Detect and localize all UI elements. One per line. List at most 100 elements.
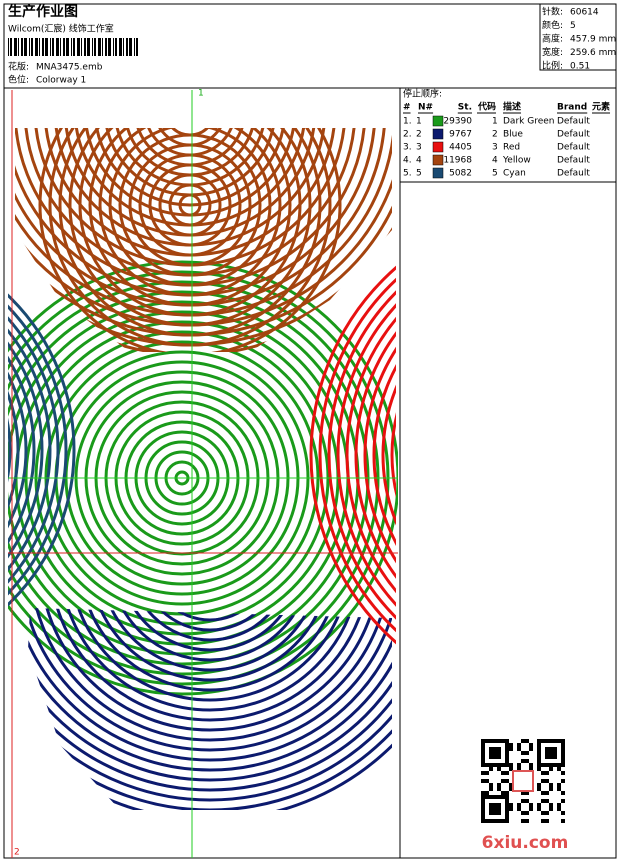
qr-module: [545, 751, 549, 755]
info-value: 259.6 mm: [570, 48, 616, 58]
stitch-arc: [8, 328, 52, 572]
stitch-arc: [318, 277, 396, 633]
qr-module: [549, 751, 553, 755]
qr-module: [545, 771, 549, 775]
stitch-arc: [28, 608, 392, 792]
qr-module: [517, 763, 521, 767]
qr-module: [489, 739, 493, 743]
qr-module: [525, 819, 529, 823]
qr-module: [501, 771, 505, 775]
qr-module: [521, 811, 525, 815]
stitch-arc: [8, 371, 28, 529]
qr-module: [521, 759, 525, 763]
row-index: 1.: [403, 117, 412, 127]
stitch-arc: [158, 173, 222, 237]
info-label: 颜色:: [542, 19, 563, 31]
stitch-arc: [28, 608, 392, 752]
thread-group: [38, 128, 342, 352]
stitch-arc: [133, 128, 247, 167]
qr-module: [561, 759, 565, 763]
stitch-arc: [108, 128, 272, 287]
qr-module: [545, 779, 549, 783]
barcode: [8, 38, 138, 56]
qr-module: [485, 795, 489, 799]
qr-module: [529, 743, 533, 747]
qr-module: [481, 815, 485, 819]
qr-module: [561, 747, 565, 751]
stitch-arc: [309, 265, 396, 645]
stitch-arc: [28, 608, 392, 762]
qr-module: [557, 763, 561, 767]
qr-module: [505, 755, 509, 759]
qr-module: [557, 803, 561, 807]
qr-module: [561, 739, 565, 743]
row-brand: Default: [557, 169, 590, 179]
qr-module: [485, 771, 489, 775]
qr-module: [489, 807, 493, 811]
column-header: 元素: [592, 101, 610, 113]
stitch-count: 29390: [443, 117, 472, 127]
bar-stripe: [35, 38, 38, 56]
qr-module: [525, 759, 529, 763]
qr-module: [541, 779, 545, 783]
qr-module: [485, 819, 489, 823]
bar-stripe: [63, 38, 65, 56]
stitch-arc: [163, 128, 217, 137]
qr-module: [509, 767, 513, 771]
qr-module: [505, 739, 509, 743]
qr-module: [541, 771, 545, 775]
qr-module: [493, 807, 497, 811]
qr-module: [489, 783, 493, 787]
stitch-arc: [98, 128, 282, 297]
qr-module: [561, 763, 565, 767]
row-description: Yellow: [502, 156, 531, 166]
thread-group: [309, 265, 620, 645]
column-header: Brand: [557, 103, 587, 113]
row-n: 3: [416, 143, 422, 153]
qr-module: [485, 779, 489, 783]
row-code: 4: [492, 156, 498, 166]
stitch-arc: [63, 128, 317, 237]
bar-stripe: [8, 38, 9, 56]
qr-module: [517, 767, 521, 771]
qr-module: [525, 739, 529, 743]
qr-module: [501, 779, 505, 783]
column-header: 描述: [503, 101, 521, 113]
row-index: 4.: [403, 156, 412, 166]
qr-module: [549, 787, 553, 791]
qr-module: [505, 803, 509, 807]
table-title: 停止顺序:: [403, 88, 442, 100]
qr-module: [549, 747, 553, 751]
row-description: Cyan: [503, 169, 526, 179]
color-swatch: [432, 115, 444, 127]
qr-module: [549, 739, 553, 743]
watermark: 6xiu.com: [482, 833, 569, 853]
bar-stripe: [81, 38, 82, 56]
qr-module: [493, 739, 497, 743]
stitch-arc: [53, 128, 327, 247]
row-n: 5: [416, 169, 422, 179]
qr-module: [481, 739, 485, 743]
qr-module: [521, 791, 525, 795]
stitch-arc: [372, 364, 396, 546]
qr-module: [481, 803, 485, 807]
qr-module: [541, 763, 545, 767]
qr-module: [505, 779, 509, 783]
row-index: 2.: [403, 130, 412, 140]
stitch-count: 4405: [449, 143, 472, 153]
info-box: [539, 3, 617, 71]
stitch-arc: [138, 153, 242, 257]
stitch-arc: [38, 608, 382, 732]
bar-stripe: [45, 38, 48, 56]
stitch-arc: [48, 128, 332, 347]
qr-module: [561, 791, 565, 795]
qr-module: [537, 751, 541, 755]
stitch-arc: [410, 305, 620, 605]
qr-module: [497, 747, 501, 751]
qr-logo: [512, 770, 534, 792]
row-index: 3.: [403, 143, 412, 153]
row-description: Red: [503, 143, 520, 153]
stitch-arc: [113, 128, 267, 187]
qr-module: [561, 819, 565, 823]
qr-module: [481, 751, 485, 755]
